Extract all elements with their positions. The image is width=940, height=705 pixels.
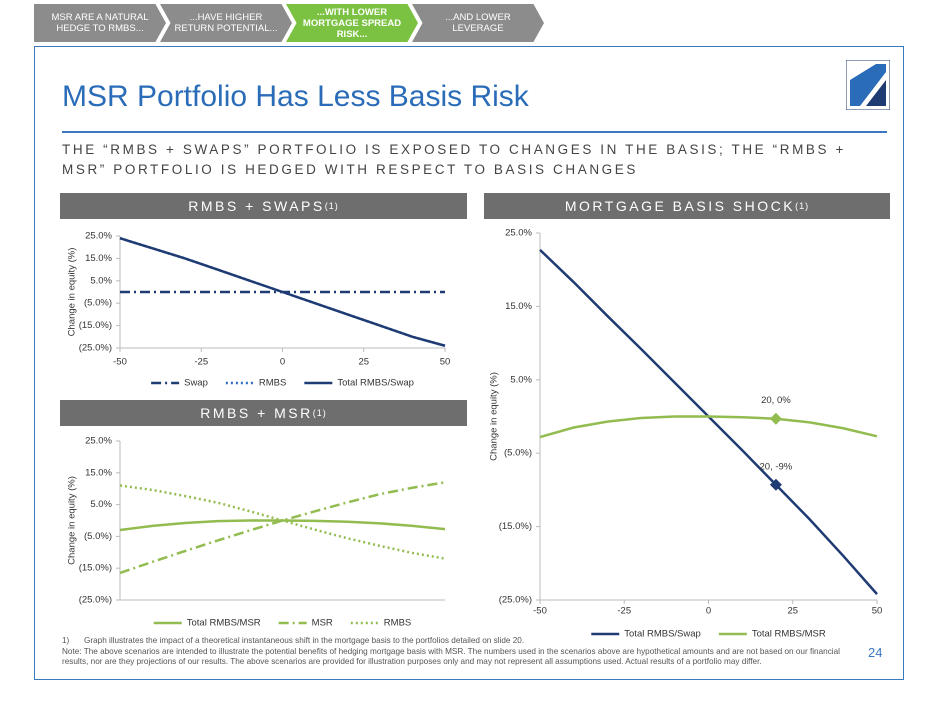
legend: Swap RMBS Total RMBS/Swap [151,378,414,389]
y-tick-label: (25.0%) [79,343,112,354]
legend: Total RMBS/MSR MSR RMBS [153,618,411,629]
legend-label: Total RMBS/MSR [752,629,826,640]
y-axis-label: Change in equity (%) [67,248,78,337]
data-label: 20, 0% [761,395,791,406]
chart-title-note: (1) [795,201,810,211]
legend-label: Swap [184,378,208,389]
y-tick-label: 15.0% [505,301,532,312]
x-tick-label: 25 [787,606,798,617]
y-tick-label: (5.0%) [84,298,112,309]
legend-label: Total RMBS/MSR [187,618,261,629]
footnote: 1) Graph illustrates the impact of a theo… [62,636,852,647]
y-tick-label: (15.0%) [79,563,112,574]
chart-title-note: (1) [324,201,339,211]
x-tick-label: 0 [280,357,285,368]
slide-title: MSR Portfolio Has Less Basis Risk [62,80,529,113]
series-line [539,415,878,439]
legend-label: RMBS [259,378,286,389]
title-rule [62,131,887,133]
footnote-marker: 1) [62,636,70,645]
x-tick-label: -25 [617,606,631,617]
chart-title: RMBS + SWAPS [188,198,325,214]
y-tick-label: 25.0% [85,436,112,447]
nav-tab[interactable]: ...AND LOWER LEVERAGE [412,4,544,42]
nav-tab[interactable]: ...WITH LOWER MORTGAGE SPREAD RISK... [286,4,418,42]
x-tick-label: -50 [533,606,547,617]
series-line [119,519,446,532]
y-tick-label: (5.0%) [84,531,112,542]
logo [846,60,890,110]
legend: Total RMBS/Swap Total RMBS/MSR [591,629,826,640]
x-tick-label: 50 [872,606,883,617]
page-number: 24 [868,645,883,660]
footnote-text: Graph illustrates the impact of a theore… [84,636,525,645]
chart-title: RMBS + MSR [200,405,313,421]
y-axis-label: Change in equity (%) [489,372,500,461]
y-tick-label: 25.0% [85,231,112,242]
y-tick-label: (25.0%) [499,595,532,606]
x-tick-label: 50 [440,357,451,368]
legend-label: Total RMBS/Swap [337,378,414,389]
y-tick-label: 15.0% [85,467,112,478]
footnotes: 1) Graph illustrates the impact of a theo… [62,636,852,668]
x-tick-label: -50 [113,357,127,368]
x-tick-label: 0 [706,606,711,617]
chart-title-note: (1) [312,408,327,418]
y-tick-label: 5.0% [90,275,112,286]
series-line [539,248,878,595]
legend-label: Total RMBS/Swap [624,629,701,640]
y-tick-label: 25.0% [505,228,532,239]
chart-title: MORTGAGE BASIS SHOCK [564,198,796,214]
legend-label: MSR [312,618,333,629]
legend-label: RMBS [384,618,411,629]
note: Note: The above scenarios are intended t… [62,646,840,667]
y-axis-label: Change in equity (%) [67,476,78,565]
point-marker [769,412,782,425]
y-tick-label: (5.0%) [504,448,532,459]
panel-header: RMBS + SWAPS (1) [60,193,467,219]
y-tick-label: (15.0%) [79,320,112,331]
nav-tab[interactable]: ...HAVE HIGHER RETURN POTENTIAL... [160,4,292,42]
y-tick-label: (25.0%) [79,595,112,606]
point-marker [769,478,782,491]
y-tick-label: 5.0% [510,374,532,385]
y-tick-label: 15.0% [85,253,112,264]
data-label: 20, -9% [760,461,793,472]
y-tick-label: (15.0%) [499,521,532,532]
panel-header: MORTGAGE BASIS SHOCK (1) [484,193,890,219]
x-tick-label: -25 [194,357,208,368]
series-line [119,484,446,560]
content-frame [34,46,904,680]
slide-subtitle: THE “RMBS + SWAPS” PORTFOLIO IS EXPOSED … [62,142,846,177]
nav-tab[interactable]: MSR ARE A NATURAL HEDGE TO RMBS... [34,4,166,42]
series-line [119,237,446,347]
x-tick-label: 25 [358,357,369,368]
panel-header: RMBS + MSR (1) [60,400,467,426]
series-line [119,481,446,575]
y-tick-label: 5.0% [90,499,112,510]
